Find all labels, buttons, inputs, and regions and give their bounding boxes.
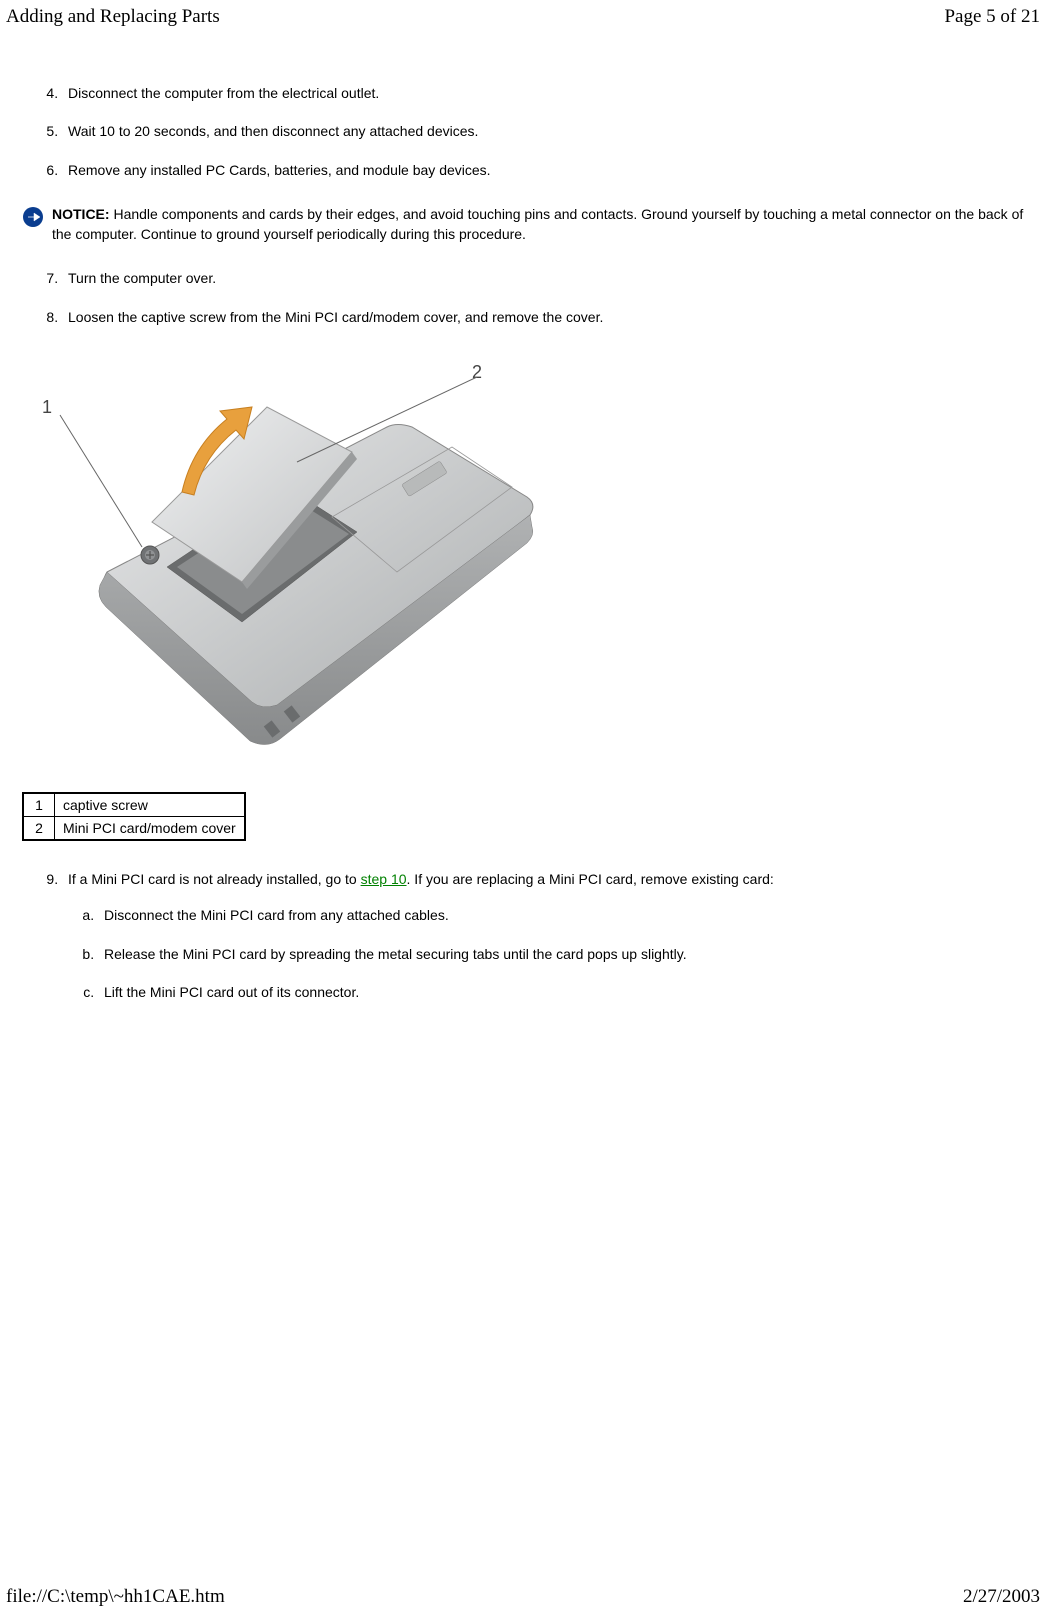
file-path: file://C:\temp\~hh1CAE.htm [6, 1586, 225, 1608]
step-5: Wait 10 to 20 seconds, and then disconne… [62, 121, 1028, 141]
content-area: Disconnect the computer from the electri… [0, 28, 1050, 1002]
legend-label: Mini PCI card/modem cover [55, 817, 245, 841]
step-text: Wait 10 to 20 seconds, and then disconne… [68, 123, 478, 139]
legend-num: 2 [23, 817, 55, 841]
legend-label: captive screw [55, 793, 245, 817]
step-text: Remove any installed PC Cards, batteries… [68, 162, 491, 178]
legend-num: 1 [23, 793, 55, 817]
substep-c: Lift the Mini PCI card out of its connec… [98, 982, 1028, 1002]
footer-date: 2/27/2003 [963, 1586, 1040, 1608]
notice-arrow-icon [22, 206, 44, 233]
page-footer: file://C:\temp\~hh1CAE.htm 2/27/2003 [0, 1586, 1050, 1608]
step-4: Disconnect the computer from the electri… [62, 83, 1028, 103]
substep-list: Disconnect the Mini PCI card from any at… [68, 905, 1028, 1002]
substep-b: Release the Mini PCI card by spreading t… [98, 944, 1028, 964]
notice-label: NOTICE: [52, 206, 110, 222]
laptop-illustration [52, 367, 542, 752]
notice-body: Handle components and cards by their edg… [52, 206, 1023, 242]
procedure-list-9: If a Mini PCI card is not already instal… [22, 869, 1028, 1002]
notice-block: NOTICE: Handle components and cards by t… [22, 204, 1028, 245]
page-header: Adding and Replacing Parts Page 5 of 21 [0, 0, 1050, 28]
step-9: If a Mini PCI card is not already instal… [62, 869, 1028, 1002]
notice-text: NOTICE: Handle components and cards by t… [52, 204, 1028, 245]
step-text: Loosen the captive screw from the Mini P… [68, 309, 603, 325]
step-text: Turn the computer over. [68, 270, 216, 286]
page-indicator: Page 5 of 21 [944, 6, 1040, 28]
procedure-list-cont: Turn the computer over. Loosen the capti… [22, 268, 1028, 327]
doc-title: Adding and Replacing Parts [6, 6, 220, 28]
figure-legend-table: 1 captive screw 2 Mini PCI card/modem co… [22, 792, 246, 841]
table-row: 2 Mini PCI card/modem cover [23, 817, 245, 841]
step-9-prefix: If a Mini PCI card is not already instal… [68, 871, 361, 887]
step-8: Loosen the captive screw from the Mini P… [62, 307, 1028, 327]
step-10-link[interactable]: step 10 [361, 871, 407, 887]
substep-a: Disconnect the Mini PCI card from any at… [98, 905, 1028, 925]
step-7: Turn the computer over. [62, 268, 1028, 288]
figure-laptop: 1 2 [22, 357, 542, 752]
step-text: Disconnect the Mini PCI card from any at… [104, 907, 449, 923]
callout-1: 1 [42, 397, 52, 418]
step-text: Disconnect the computer from the electri… [68, 85, 379, 101]
step-6: Remove any installed PC Cards, batteries… [62, 160, 1028, 180]
procedure-list: Disconnect the computer from the electri… [22, 83, 1028, 180]
step-text: Release the Mini PCI card by spreading t… [104, 946, 687, 962]
table-row: 1 captive screw [23, 793, 245, 817]
step-9-suffix: . If you are replacing a Mini PCI card, … [407, 871, 774, 887]
step-text: Lift the Mini PCI card out of its connec… [104, 984, 359, 1000]
